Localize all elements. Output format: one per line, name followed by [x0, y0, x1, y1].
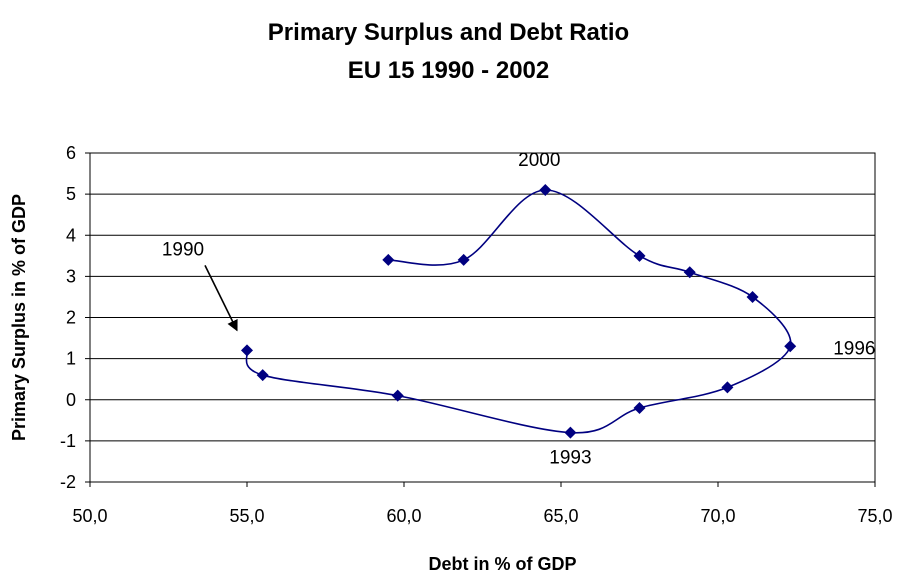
data-point	[564, 426, 577, 439]
data-point	[241, 344, 253, 357]
x-tick-label: 70,0	[700, 506, 735, 526]
data-point	[539, 184, 552, 197]
y-tick-label: 4	[66, 225, 76, 245]
y-tick-label: 0	[66, 390, 76, 410]
y-tick-label: 5	[66, 184, 76, 204]
data-point	[633, 401, 646, 414]
data-point	[633, 249, 646, 262]
y-tick-label: 1	[66, 349, 76, 369]
series-line	[245, 189, 792, 434]
data-point	[391, 389, 404, 402]
chart-title: Primary Surplus and Debt Ratio	[267, 19, 630, 46]
chart-subtitle: EU 15 1990 - 2002	[347, 57, 550, 84]
annotation-arrow	[204, 265, 238, 332]
y-tick-label: 6	[66, 143, 76, 163]
annotation-1993: 1993	[549, 448, 591, 469]
x-tick-label: 55,0	[229, 506, 264, 526]
x-tick-label: 60,0	[386, 506, 421, 526]
data-point	[721, 381, 734, 394]
x-tick-label: 50,0	[72, 506, 107, 526]
data-point	[746, 290, 759, 303]
x-tick-label: 75,0	[857, 506, 892, 526]
annotation-1996: 1996	[833, 338, 875, 359]
x-axis-title: Debt in % of GDP	[429, 554, 577, 574]
data-point	[382, 253, 395, 266]
annotation-1990: 1990	[162, 239, 204, 260]
y-tick-label: 3	[66, 266, 76, 286]
y-tick-label: -2	[60, 472, 76, 492]
y-tick-label: -1	[60, 431, 76, 451]
data-point	[256, 369, 269, 382]
y-tick-label: 2	[66, 308, 76, 328]
data-point	[457, 253, 470, 266]
y-axis-title: Primary Surplus in % of GDP	[9, 194, 29, 441]
data-point	[683, 266, 696, 279]
data-point	[784, 340, 797, 353]
x-tick-label: 65,0	[543, 506, 578, 526]
annotation-2000: 2000	[518, 150, 560, 171]
